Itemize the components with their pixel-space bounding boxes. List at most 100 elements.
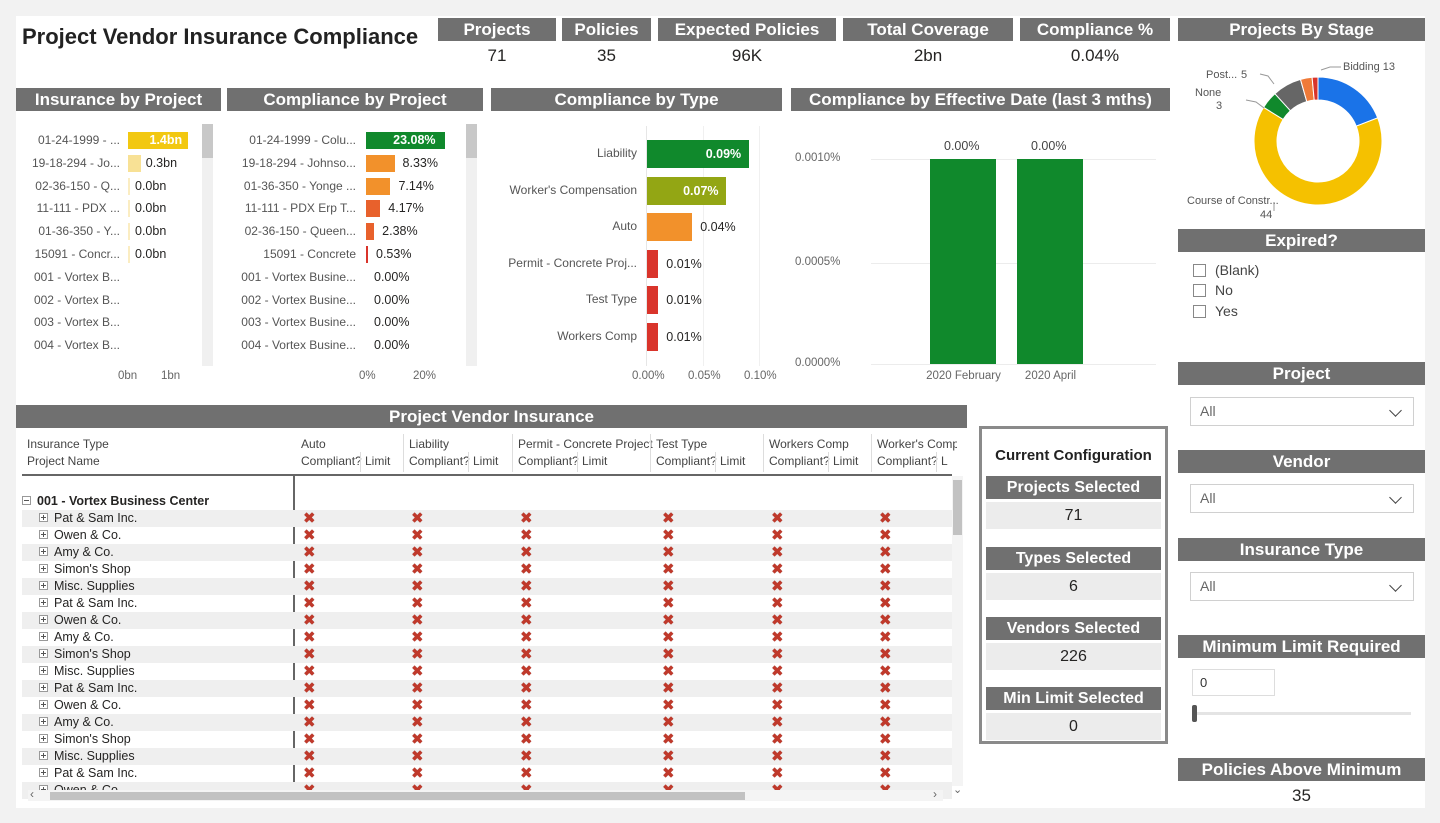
bar[interactable] xyxy=(366,246,368,263)
table-row[interactable]: Simon's Shop ✖ ✖ ✖ ✖ ✖ ✖ xyxy=(22,646,952,663)
cross-mark-icon: ✖ xyxy=(879,595,892,612)
matrix-group-row[interactable]: 001 - Vortex Business Center xyxy=(22,493,293,510)
bar-data-label: 0.04% xyxy=(700,220,736,234)
cross-mark-icon: ✖ xyxy=(411,612,424,629)
checkbox[interactable] xyxy=(1193,305,1206,318)
bar[interactable] xyxy=(647,286,659,314)
expand-icon[interactable] xyxy=(39,547,48,556)
min-limit-slider-handle[interactable] xyxy=(1192,705,1197,722)
bar[interactable] xyxy=(366,177,391,195)
expired-option-blank[interactable]: (Blank) xyxy=(1193,262,1259,278)
bar[interactable] xyxy=(647,213,693,241)
bar[interactable] xyxy=(366,223,375,241)
bar[interactable] xyxy=(128,177,130,195)
min-limit-input[interactable]: 0 xyxy=(1192,669,1275,696)
donut-slice[interactable] xyxy=(1317,76,1379,127)
scroll-left-icon[interactable]: ‹ xyxy=(30,787,34,801)
expand-icon[interactable] xyxy=(39,632,48,641)
expand-icon[interactable] xyxy=(39,615,48,624)
bar[interactable] xyxy=(366,154,395,172)
bar[interactable] xyxy=(128,223,130,241)
stage-label-bidding: Bidding 13 xyxy=(1343,61,1395,73)
cross-mark-icon: ✖ xyxy=(771,527,784,544)
bar[interactable] xyxy=(647,322,659,351)
expand-icon[interactable] xyxy=(39,530,48,539)
bar[interactable] xyxy=(128,200,130,218)
bar[interactable] xyxy=(128,132,188,149)
vendor-dropdown[interactable]: All xyxy=(1190,484,1414,513)
matrix-row-header-1: Insurance Type xyxy=(27,437,109,451)
table-row[interactable]: Pat & Sam Inc. ✖ ✖ ✖ ✖ ✖ ✖ xyxy=(22,680,952,697)
table-row[interactable]: Pat & Sam Inc. ✖ ✖ ✖ ✖ ✖ ✖ xyxy=(22,595,952,612)
expand-icon[interactable] xyxy=(39,751,48,760)
table-row[interactable]: Pat & Sam Inc. ✖ ✖ ✖ ✖ ✖ ✖ xyxy=(22,510,952,527)
table-row[interactable]: Amy & Co. ✖ ✖ ✖ ✖ ✖ ✖ xyxy=(22,714,952,731)
expand-icon[interactable] xyxy=(39,564,48,573)
expand-icon[interactable] xyxy=(39,717,48,726)
bar-category-label: 002 - Vortex Busine... xyxy=(241,292,356,307)
expand-icon[interactable] xyxy=(39,768,48,777)
vendor-name: Amy & Co. xyxy=(54,715,114,729)
insurance-by-project-scrollbar[interactable] xyxy=(202,124,213,366)
expand-icon[interactable] xyxy=(39,700,48,709)
table-row[interactable]: Amy & Co. ✖ ✖ ✖ ✖ ✖ ✖ xyxy=(22,544,952,561)
scroll-down-icon[interactable]: ⌄ xyxy=(953,784,963,796)
bar[interactable] xyxy=(647,176,727,205)
projects-by-stage-donut[interactable]: Bidding 13 Post... 5 None 3 Course of Co… xyxy=(1178,46,1425,226)
bar[interactable] xyxy=(366,132,446,149)
axis-tick-label: 0.00% xyxy=(632,370,665,382)
cross-mark-icon: ✖ xyxy=(771,612,784,629)
scroll-right-icon[interactable]: › xyxy=(933,787,937,801)
table-row[interactable]: Misc. Supplies ✖ ✖ ✖ ✖ ✖ ✖ xyxy=(22,748,952,765)
matrix-visual[interactable]: Insurance Type Project Name Auto Complian… xyxy=(16,428,967,805)
table-row[interactable]: Misc. Supplies ✖ ✖ ✖ ✖ ✖ ✖ xyxy=(22,578,952,595)
project-dropdown[interactable]: All xyxy=(1190,397,1414,426)
expired-option-yes[interactable]: Yes xyxy=(1193,303,1238,319)
insurance-by-project-title: Insurance by Project xyxy=(16,88,221,111)
matrix-vertical-scrollbar[interactable] xyxy=(952,476,963,786)
checkbox[interactable] xyxy=(1193,264,1206,277)
table-row[interactable]: Owen & Co. ✖ ✖ ✖ ✖ ✖ ✖ xyxy=(22,612,952,629)
table-row[interactable]: Amy & Co. ✖ ✖ ✖ ✖ ✖ ✖ xyxy=(22,629,952,646)
bar-category-label: 11-111 - PDX ... xyxy=(36,201,120,216)
expand-icon[interactable] xyxy=(39,734,48,743)
cross-mark-icon: ✖ xyxy=(411,680,424,697)
scrollbar-thumb[interactable] xyxy=(466,124,477,158)
scrollbar-thumb[interactable] xyxy=(50,792,745,800)
cross-mark-icon: ✖ xyxy=(411,578,424,595)
table-row[interactable]: Owen & Co. ✖ ✖ ✖ ✖ ✖ ✖ xyxy=(22,527,952,544)
expand-icon[interactable] xyxy=(39,649,48,658)
bar[interactable] xyxy=(366,200,381,218)
expand-icon[interactable] xyxy=(39,598,48,607)
insurance-type-dropdown[interactable]: All xyxy=(1190,572,1414,601)
bar[interactable] xyxy=(128,246,130,263)
bar[interactable] xyxy=(930,159,996,364)
cross-mark-icon: ✖ xyxy=(520,595,533,612)
scrollbar-thumb[interactable] xyxy=(953,480,962,535)
bar[interactable] xyxy=(1017,159,1083,364)
bar[interactable] xyxy=(647,249,659,278)
stage-value-none: 3 xyxy=(1216,100,1222,112)
bar[interactable] xyxy=(647,140,749,168)
compliance-by-project-scrollbar[interactable] xyxy=(466,124,477,366)
policies-above-minimum-value: 35 xyxy=(1292,786,1311,805)
expired-option-no[interactable]: No xyxy=(1193,282,1233,298)
table-row[interactable]: Simon's Shop ✖ ✖ ✖ ✖ ✖ ✖ xyxy=(22,561,952,578)
table-row[interactable]: Owen & Co. ✖ ✖ ✖ ✖ ✖ ✖ xyxy=(22,697,952,714)
donut-slice[interactable] xyxy=(1311,76,1319,101)
matrix-horizontal-scrollbar[interactable] xyxy=(28,790,943,801)
bar[interactable] xyxy=(128,154,141,172)
expand-icon[interactable] xyxy=(39,513,48,522)
collapse-icon[interactable] xyxy=(22,496,31,505)
table-row[interactable]: Simon's Shop ✖ ✖ ✖ ✖ ✖ ✖ xyxy=(22,731,952,748)
expand-icon[interactable] xyxy=(39,581,48,590)
table-row[interactable]: Pat & Sam Inc. ✖ ✖ ✖ ✖ ✖ ✖ xyxy=(22,765,952,782)
table-row[interactable]: Misc. Supplies ✖ ✖ ✖ ✖ ✖ ✖ xyxy=(22,663,952,680)
expand-icon[interactable] xyxy=(39,666,48,675)
donut-slice[interactable] xyxy=(1253,106,1383,206)
bar-data-label: 2.38% xyxy=(382,224,418,239)
checkbox[interactable] xyxy=(1193,284,1206,297)
expand-icon[interactable] xyxy=(39,683,48,692)
scrollbar-thumb[interactable] xyxy=(202,124,213,158)
min-limit-slider-track[interactable] xyxy=(1196,712,1411,715)
